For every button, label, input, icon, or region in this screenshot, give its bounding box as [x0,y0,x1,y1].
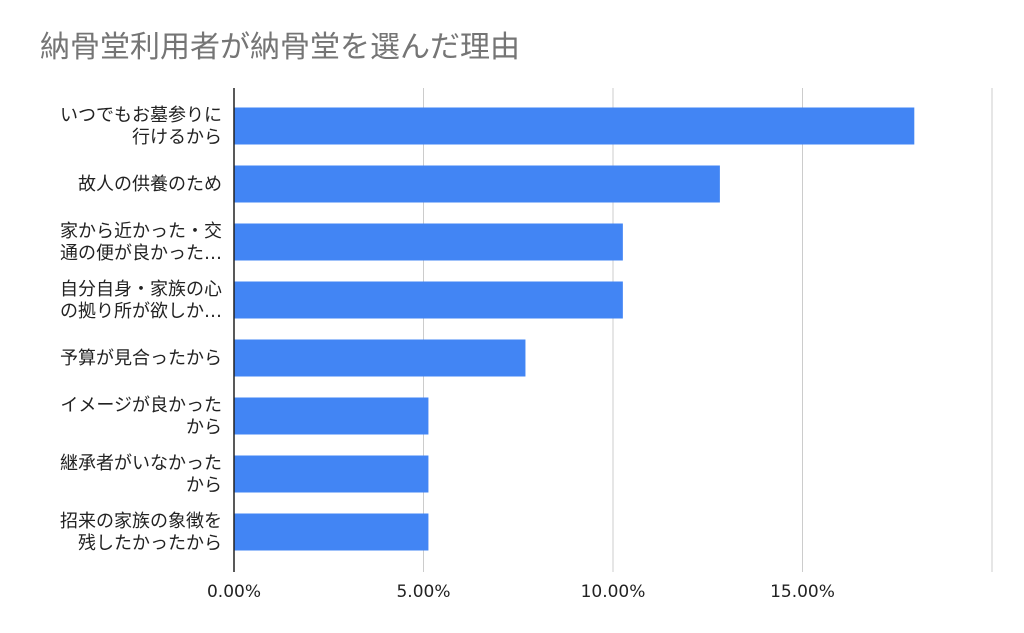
bar [234,281,623,319]
category-label: 故人の供養のため [78,174,222,195]
category-label-line: 継承者がいなかった [60,453,222,474]
category-label: イメージが良かったから [60,395,222,438]
bar [234,513,429,551]
x-tick-label: 10.00% [581,582,646,602]
bar [234,107,915,145]
category-label: 招来の家族の象徴を残したかったから [60,511,222,554]
x-tick-labels: 0.00% 5.00% 10.00% 15.00% [207,582,835,602]
x-tick-label: 15.00% [770,582,835,602]
bar [234,339,526,377]
bar [234,165,720,203]
category-label: いつでもお墓参りに行けるから [60,105,222,148]
bar [234,397,429,435]
x-tick-label: 5.00% [396,582,450,602]
category-label-line: 通の便が良かった… [60,243,222,264]
bars [234,107,915,551]
category-label-line: 残したかったから [78,533,222,554]
bar [234,455,429,493]
category-labels: いつでもお墓参りに行けるから故人の供養のため家から近かった・交通の便が良かった…… [60,105,222,554]
chart-title: 納骨堂利用者が納骨堂を選んだ理由 [40,30,520,65]
category-label-line: から [186,475,222,496]
category-label-line: 予算が見合ったから [60,348,222,369]
category-label-line: から [186,417,222,438]
bar [234,223,623,261]
category-label: 自分自身・家族の心の拠り所が欲しか… [60,279,222,322]
category-label-line: 自分自身・家族の心 [60,279,222,300]
category-label-line: 招来の家族の象徴を [60,511,222,532]
category-label-line: いつでもお墓参りに [60,105,222,126]
category-label: 予算が見合ったから [60,348,222,369]
x-tick-label: 0.00% [207,582,261,602]
category-label-line: 故人の供養のため [78,174,222,195]
category-label: 家から近かった・交通の便が良かった… [60,221,222,264]
category-label-line: 家から近かった・交 [60,221,222,242]
category-label: 継承者がいなかったから [60,453,222,496]
gridlines [423,88,993,572]
category-label-line: の拠り所が欲しか… [60,301,222,322]
category-label-line: 行けるから [132,127,222,148]
category-label-line: イメージが良かった [60,395,222,416]
